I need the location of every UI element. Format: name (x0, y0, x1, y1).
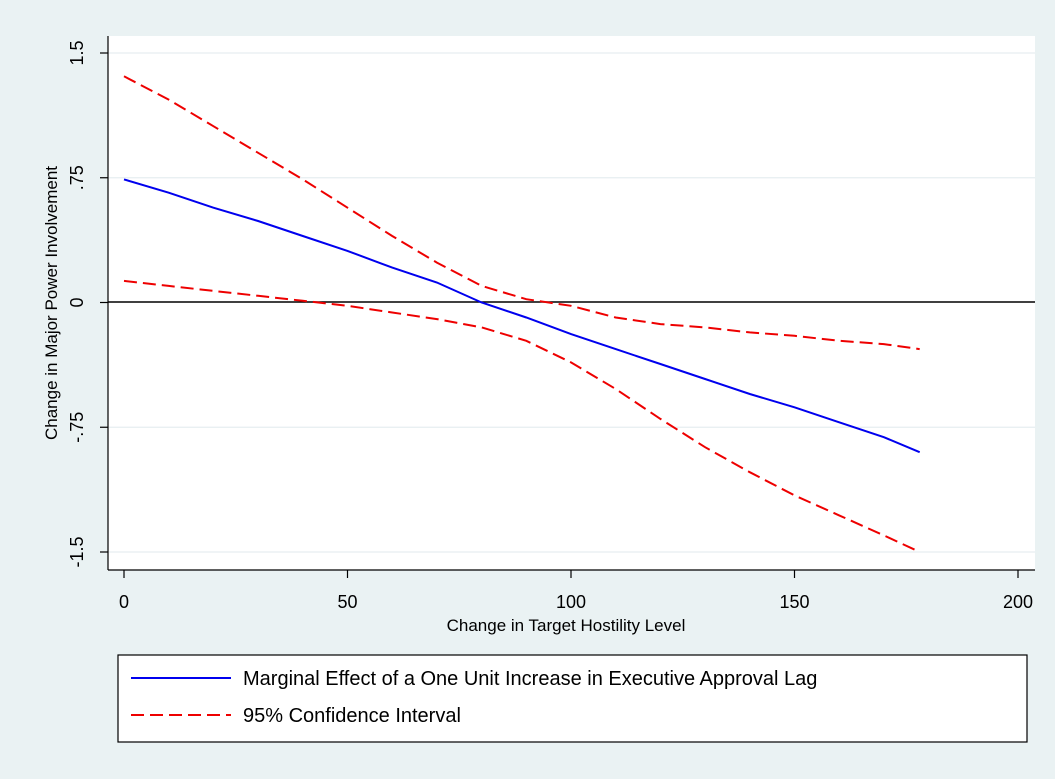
y-axis-label: Change in Major Power Involvement (42, 166, 61, 440)
x-tick-label-0: 0 (119, 592, 129, 612)
y-ticks: -1.5 -.75 0 .75 1.5 (67, 40, 108, 567)
y-tick-label-3: .75 (67, 165, 87, 190)
x-tick-label-1: 50 (337, 592, 357, 612)
x-tick-label-4: 200 (1003, 592, 1033, 612)
plot-area-background (108, 36, 1035, 570)
legend-label-effect: Marginal Effect of a One Unit Increase i… (243, 668, 817, 690)
x-axis-label: Change in Target Hostility Level (447, 616, 686, 635)
x-ticks: 0 50 100 150 200 (119, 570, 1033, 612)
y-tick-label-1: -.75 (67, 412, 87, 443)
y-tick-label-0: -1.5 (67, 536, 87, 567)
legend-label-ci: 95% Confidence Interval (243, 705, 461, 727)
x-tick-label-3: 150 (779, 592, 809, 612)
x-tick-label-2: 100 (556, 592, 586, 612)
y-tick-label-4: 1.5 (67, 40, 87, 65)
y-tick-label-2: 0 (67, 297, 87, 307)
